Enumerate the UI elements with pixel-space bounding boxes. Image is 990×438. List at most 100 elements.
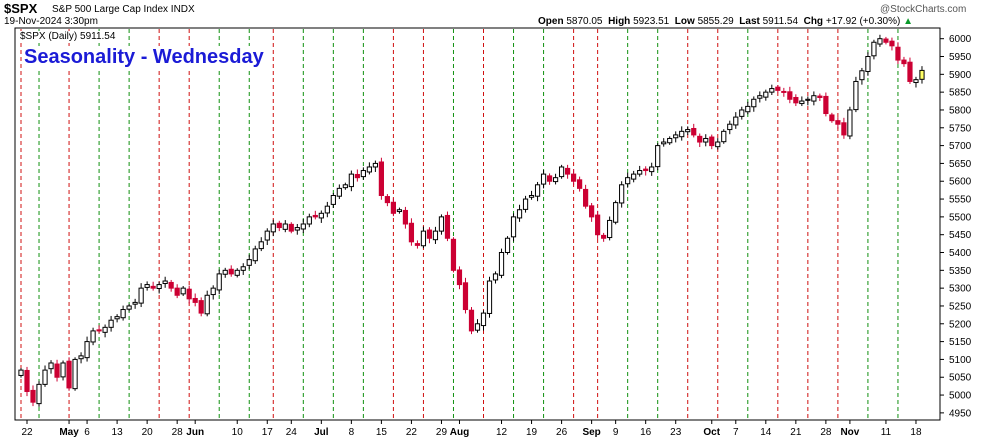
candle-body <box>486 280 493 314</box>
y-tick-label: 5000 <box>949 391 972 402</box>
x-tick-label: 22 <box>21 427 33 438</box>
candle-body <box>787 91 793 100</box>
candle-body <box>540 173 547 185</box>
chart-title: Seasonality - Wednesday <box>22 46 266 69</box>
y-tick-label: 6000 <box>949 34 972 45</box>
y-tick-label: 5300 <box>949 284 972 295</box>
y-tick-label: 5850 <box>949 88 972 99</box>
candle-body <box>120 309 126 319</box>
candle-body <box>817 95 823 98</box>
candle-body <box>258 241 264 250</box>
candle-body <box>745 105 751 113</box>
x-tick-label: 9 <box>613 427 619 438</box>
candle-body <box>426 229 433 239</box>
candle-body <box>240 266 246 271</box>
candle-body <box>210 287 216 296</box>
candle-body <box>811 95 817 102</box>
candle-body <box>829 114 835 122</box>
candle-body <box>114 316 120 320</box>
candle-body <box>919 69 925 80</box>
y-tick-label: 5950 <box>949 52 972 63</box>
candle-body <box>805 98 811 101</box>
candle-body <box>823 95 829 115</box>
candle-body <box>384 196 391 204</box>
x-tick-label: Jun <box>186 427 204 438</box>
candle-body <box>679 130 685 138</box>
candle-body <box>709 136 715 147</box>
candle-body <box>673 134 679 139</box>
candle-body <box>246 259 252 266</box>
high-value: 5923.51 <box>633 16 670 27</box>
candle-body <box>763 91 769 98</box>
x-tick-label: 7 <box>733 427 739 438</box>
x-tick-label: 19 <box>526 427 538 438</box>
candle-body <box>108 319 114 328</box>
candle-body <box>126 305 132 310</box>
candle-body <box>42 369 48 385</box>
watermark: @StockCharts.com <box>880 4 967 15</box>
candle-body <box>306 216 312 225</box>
candle-body <box>378 161 384 196</box>
price-candles <box>18 34 925 407</box>
candle-body <box>198 300 204 314</box>
candle-body <box>595 214 601 236</box>
candle-body <box>799 100 805 105</box>
candle-body <box>216 273 222 291</box>
candle-body <box>144 284 150 288</box>
candle-body <box>871 41 877 57</box>
candle-body <box>438 216 445 232</box>
candle-body <box>348 173 354 188</box>
candle-body <box>282 223 288 230</box>
symbol-label: $SPX <box>4 1 38 16</box>
candle-body <box>552 177 559 183</box>
candle-body <box>330 194 336 205</box>
up-arrow-icon: ▲ <box>903 16 914 27</box>
candle-body <box>691 127 697 136</box>
last-value: 5911.54 <box>762 16 799 27</box>
candle-body <box>697 135 703 143</box>
candle-body <box>516 209 523 219</box>
low-value: 5855.29 <box>697 16 734 27</box>
candle-body <box>589 205 595 218</box>
x-tick-label: Nov <box>840 427 859 438</box>
candle-body <box>234 269 240 276</box>
candle-body <box>102 326 108 333</box>
candle-body <box>835 120 841 125</box>
y-tick-label: 4950 <box>949 408 972 419</box>
x-tick-label: Oct <box>703 427 720 438</box>
candle-body <box>757 95 763 99</box>
candle-body <box>366 166 372 173</box>
x-tick-label: 11 <box>881 427 892 438</box>
candle-body <box>156 284 162 290</box>
y-tick-label: 5500 <box>949 212 972 223</box>
date-label: 19-Nov-2024 3:30pm <box>4 16 98 27</box>
x-axis: 22 May 6 13 20 28 Jun 10 17 24 Jul 8 15 22 29 Aug 12 19 26… <box>21 420 922 438</box>
candle-body <box>727 123 733 131</box>
candle-body <box>570 173 577 182</box>
y-axis: 4950 5000 5050 5100 5150 5200 5250 5300 5350 5400… <box>940 34 972 419</box>
y-tick-label: 5750 <box>949 123 972 134</box>
candle-body <box>769 88 775 93</box>
candle-body <box>138 287 144 304</box>
candle-body <box>414 243 421 246</box>
candle-body <box>546 175 553 182</box>
candle-body <box>456 269 463 286</box>
candle-body <box>510 216 517 238</box>
candle-body <box>480 312 487 327</box>
candle-body <box>78 355 84 360</box>
y-tick-label: 5900 <box>949 70 972 81</box>
y-tick-label: 5450 <box>949 230 972 241</box>
y-tick-label: 5250 <box>949 301 972 312</box>
candle-body <box>30 389 36 403</box>
candle-body <box>793 96 799 104</box>
x-tick-label: 15 <box>376 427 388 438</box>
candle-body <box>865 56 871 72</box>
candle-body <box>841 122 847 136</box>
chg-label: Chg <box>803 16 824 27</box>
candle-body <box>372 162 378 168</box>
x-tick-label: 8 <box>349 427 355 438</box>
candle-body <box>132 301 138 305</box>
candle-body <box>84 341 90 359</box>
x-tick-label: 12 <box>496 427 508 438</box>
